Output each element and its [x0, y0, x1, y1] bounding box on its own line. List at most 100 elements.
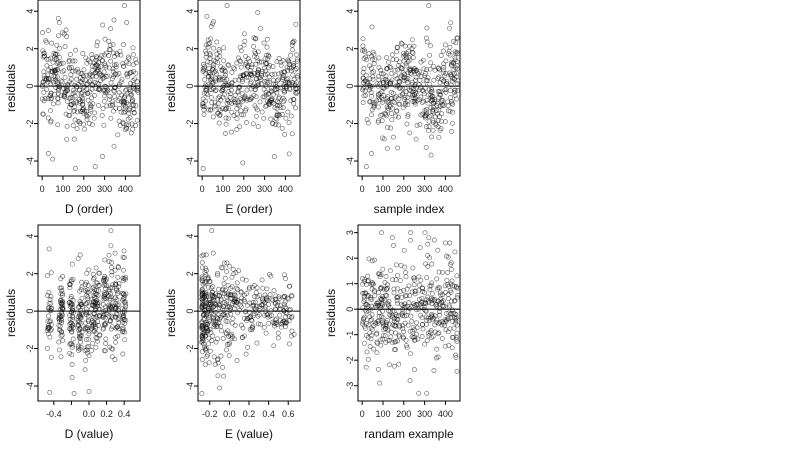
- scatter-point: [82, 91, 88, 97]
- scatter-point: [374, 350, 380, 356]
- scatter-point: [400, 323, 406, 329]
- y-tick-label: -3: [345, 382, 355, 390]
- scatter-point: [286, 79, 292, 85]
- scatter-point: [128, 130, 134, 136]
- scatter-point: [86, 112, 92, 118]
- scatter-point: [88, 78, 93, 84]
- scatter-point: [68, 72, 74, 78]
- scatter-point: [389, 235, 395, 241]
- scatter-point: [397, 79, 403, 85]
- scatter-point: [57, 20, 62, 26]
- scatter-point: [92, 304, 98, 309]
- scatter-point: [230, 266, 236, 272]
- scatter-point: [426, 87, 432, 93]
- scatter-point: [419, 334, 425, 339]
- scatter-point: [364, 349, 370, 355]
- scatter-point: [120, 314, 126, 320]
- scatter-point: [402, 75, 407, 81]
- scatter-point: [102, 36, 108, 42]
- scatter-point: [200, 290, 206, 295]
- scatter-point: [247, 80, 253, 86]
- plot-frame: [37, 0, 141, 177]
- scatter-point: [79, 284, 85, 290]
- scatter-point: [79, 295, 85, 301]
- scatter-point: [294, 56, 300, 62]
- scatter-point: [205, 41, 211, 47]
- scatter-point: [80, 51, 86, 56]
- scatter-point: [216, 77, 222, 83]
- scatter-point: [103, 286, 108, 291]
- scatter-point: [41, 89, 47, 95]
- scatter-point: [248, 94, 254, 100]
- scatter-point: [107, 103, 113, 108]
- scatter-point: [126, 122, 132, 128]
- y-tick-label: -4: [345, 157, 355, 165]
- scatter-point: [223, 131, 228, 136]
- scatter-point: [238, 108, 244, 114]
- scatter-point: [405, 322, 411, 328]
- scatter-point: [276, 94, 282, 100]
- scatter-point: [102, 61, 108, 67]
- scatter-point: [380, 319, 386, 325]
- scatter-point: [402, 71, 408, 77]
- scatter-point: [83, 282, 88, 287]
- scatter-point: [112, 71, 118, 77]
- scatter-point: [212, 99, 218, 105]
- scatter-point: [435, 298, 441, 304]
- scatter-point: [283, 115, 289, 121]
- scatter-point: [438, 89, 444, 95]
- scatter-point: [404, 303, 410, 309]
- scatter-point: [207, 40, 213, 46]
- scatter-point: [367, 344, 373, 349]
- scatter-point: [363, 72, 369, 78]
- scatter-point: [90, 276, 96, 282]
- x-tick-label: 300: [417, 184, 432, 194]
- scatter-point: [384, 104, 390, 110]
- scatter-point: [439, 111, 445, 117]
- scatter-point: [362, 325, 368, 331]
- y-tick-label: 4: [25, 234, 35, 239]
- scatter-point: [407, 43, 413, 49]
- scatter-point: [379, 112, 385, 118]
- scatter-point: [119, 76, 125, 82]
- scatter-point: [212, 361, 218, 367]
- scatter-point: [437, 92, 443, 98]
- scatter-point: [221, 307, 227, 313]
- scatter-point: [372, 100, 378, 106]
- scatter-point: [243, 106, 249, 112]
- scatter-point: [440, 292, 446, 298]
- scatter-point: [263, 330, 269, 336]
- scatter-point: [401, 58, 407, 64]
- scatter-point: [56, 316, 62, 322]
- scatter-point: [115, 333, 121, 339]
- scatter-point: [403, 53, 409, 59]
- scatter-point: [62, 74, 68, 80]
- scatter-point: [426, 330, 431, 336]
- scatter-point: [199, 391, 205, 396]
- scatter-point: [259, 81, 265, 87]
- scatter-point: [283, 314, 288, 320]
- scatter-point: [205, 328, 211, 334]
- scatter-point: [370, 100, 376, 105]
- scatter-point: [70, 108, 76, 114]
- scatter-point: [242, 94, 248, 100]
- panel-6: 0 100 200 300 400 -3 -2 -1 0 1 2 3 randam example res…: [324, 224, 461, 441]
- scatter-point: [424, 390, 430, 396]
- scatter-point: [293, 66, 299, 71]
- scatter-point: [406, 55, 412, 60]
- x-tick-label: 400: [118, 184, 133, 194]
- scatter-point: [251, 302, 256, 308]
- scatter-point: [68, 310, 74, 315]
- scatter-point: [400, 334, 406, 340]
- scatter-point: [409, 79, 415, 85]
- scatter-point: [454, 330, 460, 336]
- scatter-point: [126, 61, 132, 67]
- scatter-point: [70, 322, 76, 328]
- scatter-point: [449, 129, 455, 135]
- scatter-point: [259, 109, 265, 115]
- scatter-point: [430, 107, 436, 113]
- scatter-point: [419, 295, 425, 301]
- scatter-point: [70, 336, 76, 342]
- scatter-point: [207, 348, 213, 354]
- scatter-points: [359, 3, 461, 170]
